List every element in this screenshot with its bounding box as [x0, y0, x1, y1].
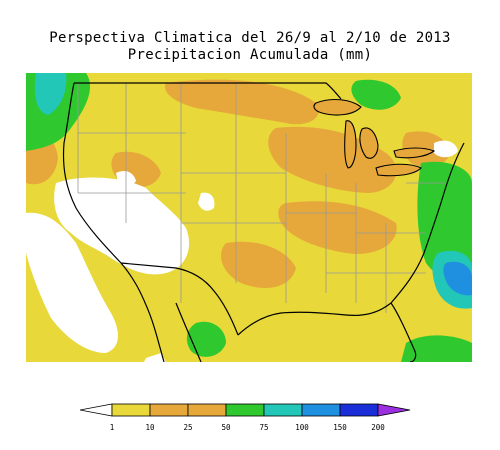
- heavy-precip-zones: [34, 73, 472, 309]
- legend-label-200: 200: [371, 423, 385, 432]
- map-subtitle: Precipitacion Acumulada (mm): [127, 47, 373, 63]
- legend-label-75: 75: [259, 423, 269, 432]
- legend-label-100: 100: [295, 423, 309, 432]
- map-title: Perspectiva Climatica del 26/9 al 2/10 d…: [49, 30, 451, 46]
- state-boundaries: [77, 83, 446, 313]
- legend-label-10: 10: [145, 423, 155, 432]
- precipitation-legend: [80, 403, 411, 417]
- legend-swatch-gt200: [377, 403, 411, 417]
- legend-label-25: 25: [183, 423, 193, 432]
- legend-label-150: 150: [333, 423, 347, 432]
- national-boundaries: [62, 82, 465, 362]
- legend-label-1: 1: [109, 423, 115, 432]
- great-lakes: [313, 98, 436, 177]
- map-title-block: Perspectiva Climatica del 26/9 al 2/10 d…: [0, 30, 500, 64]
- dry-zones: [26, 140, 458, 362]
- legend-label-50: 50: [221, 423, 231, 432]
- legend-labels: 1 10 25 50 75 100 150 200: [80, 400, 430, 440]
- precipitation-map: [26, 73, 472, 362]
